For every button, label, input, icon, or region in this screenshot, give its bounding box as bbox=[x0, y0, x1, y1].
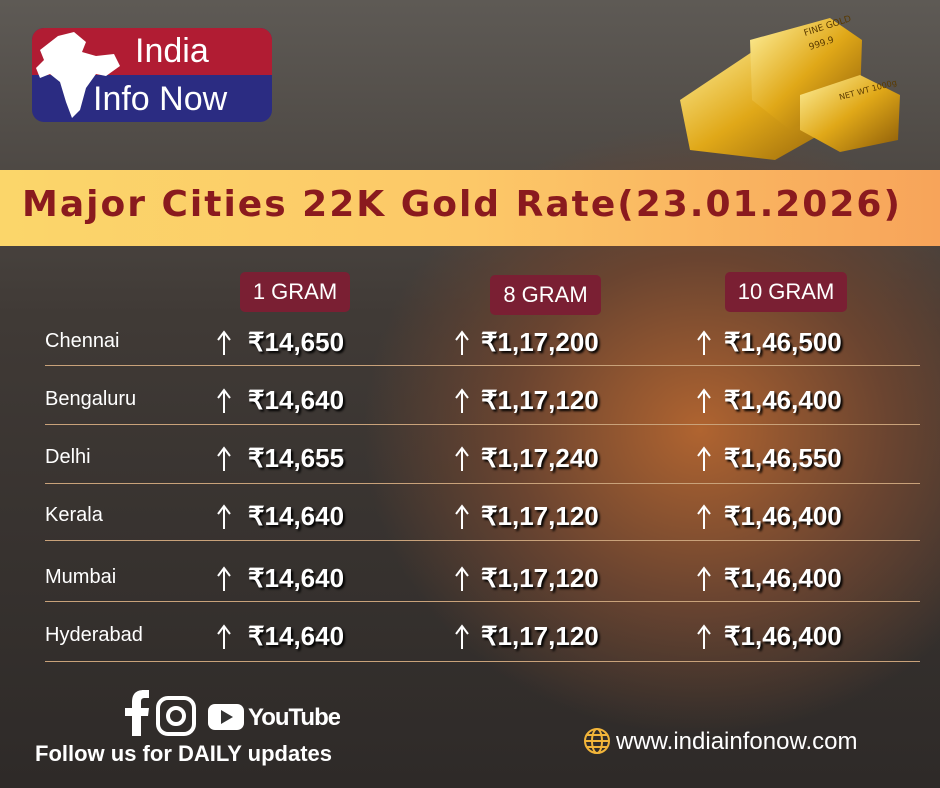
up-arrow bbox=[455, 504, 469, 529]
header-graphics: India Info Now FINE GOLD 999.9 NET WT 10… bbox=[32, 14, 900, 160]
rate-value: ₹1,46,500 bbox=[724, 327, 842, 357]
row-separator bbox=[45, 483, 920, 484]
up-arrow bbox=[217, 330, 231, 355]
rate-value: ₹1,17,120 bbox=[481, 501, 599, 531]
rate-value: ₹1,17,120 bbox=[481, 563, 599, 593]
facebook-icon bbox=[125, 690, 149, 736]
column-header: 10 GRAM bbox=[725, 272, 847, 312]
column-header: 8 GRAM bbox=[490, 275, 601, 315]
globe-icon bbox=[584, 728, 610, 754]
up-arrow bbox=[697, 388, 711, 413]
logo-line1: India bbox=[135, 32, 209, 70]
up-arrow bbox=[697, 446, 711, 471]
rate-value: ₹1,46,550 bbox=[724, 443, 842, 473]
rate-value: ₹1,46,400 bbox=[724, 563, 842, 593]
up-arrow bbox=[697, 566, 711, 591]
row-separator bbox=[45, 601, 920, 602]
gold-bar bbox=[800, 75, 900, 152]
up-arrow bbox=[455, 388, 469, 413]
up-arrow bbox=[455, 624, 469, 649]
rate-value: ₹14,650 bbox=[248, 327, 345, 357]
up-arrow bbox=[217, 566, 231, 591]
column-header: 1 GRAM bbox=[240, 272, 350, 312]
rate-value: ₹1,17,200 bbox=[481, 327, 599, 357]
up-arrow bbox=[217, 624, 231, 649]
city-name: Hyderabad bbox=[45, 624, 143, 646]
rate-value: ₹14,655 bbox=[248, 443, 345, 473]
city-name: Delhi bbox=[45, 446, 91, 468]
logo-map bbox=[36, 32, 120, 118]
row-separator bbox=[45, 540, 920, 541]
up-arrow bbox=[217, 446, 231, 471]
up-arrow bbox=[217, 388, 231, 413]
rate-value: ₹14,640 bbox=[248, 621, 345, 651]
rate-value: ₹1,46,400 bbox=[724, 501, 842, 531]
city-name: Chennai bbox=[45, 330, 120, 352]
rate-value: ₹1,17,240 bbox=[481, 443, 599, 473]
up-arrow bbox=[697, 330, 711, 355]
rate-value: ₹14,640 bbox=[248, 385, 345, 415]
rate-value: ₹1,46,400 bbox=[724, 621, 842, 651]
title-band: Major Cities 22K Gold Rate(23.01.2026) bbox=[0, 170, 940, 246]
up-arrow bbox=[455, 330, 469, 355]
youtube-label: YouTube bbox=[248, 704, 340, 731]
up-arrow bbox=[697, 504, 711, 529]
follow-text: Follow us for DAILY updates bbox=[35, 741, 333, 766]
rate-value: ₹1,17,120 bbox=[481, 385, 599, 415]
rate-value: ₹14,640 bbox=[248, 501, 345, 531]
logo-line2: Info Now bbox=[93, 80, 228, 118]
social-icons: YouTube bbox=[125, 690, 340, 736]
row-separator bbox=[45, 661, 920, 662]
up-arrow bbox=[217, 504, 231, 529]
row-separator bbox=[45, 424, 920, 425]
youtube-play bbox=[221, 710, 233, 724]
up-arrow bbox=[697, 624, 711, 649]
up-arrow bbox=[455, 446, 469, 471]
rate-value: ₹14,640 bbox=[248, 563, 345, 593]
city-name: Bengaluru bbox=[45, 388, 137, 410]
city-name: Mumbai bbox=[45, 566, 117, 588]
row-separator bbox=[45, 365, 920, 366]
instagram-icon bbox=[166, 706, 186, 726]
up-arrow bbox=[455, 566, 469, 591]
title: Major Cities 22K Gold Rate(23.01.2026) bbox=[22, 184, 902, 225]
instagram-icon bbox=[156, 696, 196, 736]
rate-value: ₹1,17,120 bbox=[481, 621, 599, 651]
website: www.indiainfonow.com bbox=[616, 728, 858, 755]
rate-value: ₹1,46,400 bbox=[724, 385, 842, 415]
city-name: Kerala bbox=[45, 504, 103, 526]
